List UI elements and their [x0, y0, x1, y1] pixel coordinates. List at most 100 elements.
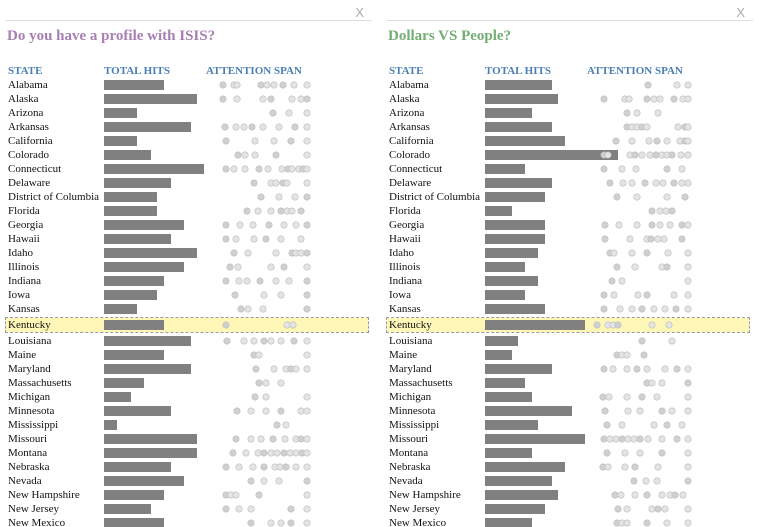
- table-row[interactable]: Arizona: [6, 106, 368, 120]
- attention-span-chart: [223, 337, 311, 345]
- attention-dot: [262, 407, 270, 415]
- table-row[interactable]: District of Columbia: [6, 190, 368, 204]
- attention-span-dots: [211, 404, 311, 418]
- table-row[interactable]: California: [6, 134, 368, 148]
- table-row[interactable]: Kentucky: [5, 317, 369, 333]
- table-row[interactable]: Connecticut: [387, 162, 749, 176]
- table-row[interactable]: Alaska: [387, 92, 749, 106]
- attention-span-dots: [592, 120, 692, 134]
- table-row[interactable]: Michigan: [6, 390, 368, 404]
- close-icon[interactable]: X: [355, 5, 364, 20]
- table-row[interactable]: Connecticut: [6, 162, 368, 176]
- attention-dot: [668, 207, 676, 215]
- attention-dot: [601, 235, 609, 243]
- close-icon[interactable]: X: [736, 5, 745, 20]
- attention-dot: [303, 449, 311, 457]
- table-row[interactable]: New Hampshire: [6, 488, 368, 502]
- state-label: Michigan: [8, 391, 51, 403]
- table-row[interactable]: Indiana: [387, 274, 749, 288]
- table-row[interactable]: Kansas: [6, 302, 368, 316]
- table-row[interactable]: Florida: [387, 204, 749, 218]
- table-row[interactable]: Nevada: [6, 474, 368, 488]
- table-row[interactable]: Arizona: [387, 106, 749, 120]
- attention-span-chart: [233, 407, 311, 415]
- table-row[interactable]: New Jersey: [6, 502, 368, 516]
- table-row[interactable]: Minnesota: [6, 404, 368, 418]
- table-row[interactable]: Mississippi: [387, 418, 749, 432]
- attention-dot: [248, 123, 256, 131]
- table-row[interactable]: Alabama: [387, 78, 749, 92]
- state-label: Michigan: [389, 391, 432, 403]
- table-row[interactable]: Illinois: [387, 260, 749, 274]
- table-row[interactable]: Georgia: [6, 218, 368, 232]
- attention-dot: [684, 137, 692, 145]
- attention-dot: [292, 365, 300, 373]
- table-row[interactable]: Nebraska: [387, 460, 749, 474]
- table-row[interactable]: Illinois: [6, 260, 368, 274]
- table-row[interactable]: Mississippi: [6, 418, 368, 432]
- hits-bar: [104, 108, 137, 118]
- table-row[interactable]: Minnesota: [387, 404, 749, 418]
- table-row[interactable]: Georgia: [387, 218, 749, 232]
- state-label: Arizona: [8, 107, 44, 119]
- table-row[interactable]: Maryland: [6, 362, 368, 376]
- state-label: Nevada: [8, 475, 42, 487]
- table-row[interactable]: Colorado: [6, 148, 368, 162]
- table-row[interactable]: Maryland: [387, 362, 749, 376]
- table-row[interactable]: Delaware: [6, 176, 368, 190]
- attention-span-dots: [211, 334, 311, 348]
- table-row[interactable]: New Mexico: [387, 516, 749, 527]
- table-row[interactable]: Missouri: [387, 432, 749, 446]
- attention-dot: [603, 449, 611, 457]
- table-row[interactable]: Louisiana: [387, 334, 749, 348]
- state-label: Kentucky: [8, 319, 51, 331]
- table-row[interactable]: District of Columbia: [387, 190, 749, 204]
- table-row[interactable]: Maine: [387, 348, 749, 362]
- attention-dot: [277, 337, 285, 345]
- table-row[interactable]: Massachusetts: [387, 376, 749, 390]
- table-row[interactable]: Kentucky: [386, 317, 750, 333]
- table-row[interactable]: Missouri: [6, 432, 368, 446]
- table-row[interactable]: Massachusetts: [6, 376, 368, 390]
- table-row[interactable]: Montana: [6, 446, 368, 460]
- table-row[interactable]: Arkansas: [387, 120, 749, 134]
- state-label: Maryland: [8, 363, 51, 375]
- table-row[interactable]: Hawaii: [387, 232, 749, 246]
- table-row[interactable]: Michigan: [387, 390, 749, 404]
- table-row[interactable]: Delaware: [387, 176, 749, 190]
- table-row[interactable]: Indiana: [6, 274, 368, 288]
- attention-dot: [270, 365, 278, 373]
- table-row[interactable]: Alabama: [6, 78, 368, 92]
- table-row[interactable]: Idaho: [6, 246, 368, 260]
- attention-dot: [630, 477, 638, 485]
- table-row[interactable]: Montana: [387, 446, 749, 460]
- table-row[interactable]: New Hampshire: [387, 488, 749, 502]
- table-row[interactable]: New Jersey: [387, 502, 749, 516]
- table-row[interactable]: New Mexico: [6, 516, 368, 527]
- table-row[interactable]: Hawaii: [6, 232, 368, 246]
- table-row[interactable]: Florida: [6, 204, 368, 218]
- attention-dot: [254, 207, 262, 215]
- header-attention-span: ATTENTION SPAN: [206, 65, 302, 77]
- attention-dot: [648, 221, 656, 229]
- attention-dot: [221, 123, 229, 131]
- attention-dot: [618, 435, 626, 443]
- table-row[interactable]: Kansas: [387, 302, 749, 316]
- attention-dot: [610, 291, 618, 299]
- attention-span-chart: [648, 207, 676, 215]
- attention-span-dots: [592, 148, 692, 162]
- table-row[interactable]: Idaho: [387, 246, 749, 260]
- attention-dot: [658, 491, 666, 499]
- attention-span-chart: [638, 337, 676, 345]
- table-row[interactable]: Nevada: [387, 474, 749, 488]
- table-row[interactable]: Louisiana: [6, 334, 368, 348]
- table-row[interactable]: Maine: [6, 348, 368, 362]
- table-row[interactable]: Arkansas: [6, 120, 368, 134]
- attention-dot: [612, 137, 620, 145]
- table-row[interactable]: Colorado: [387, 148, 749, 162]
- table-row[interactable]: Nebraska: [6, 460, 368, 474]
- table-row[interactable]: Iowa: [6, 288, 368, 302]
- table-row[interactable]: Iowa: [387, 288, 749, 302]
- table-row[interactable]: Alaska: [6, 92, 368, 106]
- table-row[interactable]: California: [387, 134, 749, 148]
